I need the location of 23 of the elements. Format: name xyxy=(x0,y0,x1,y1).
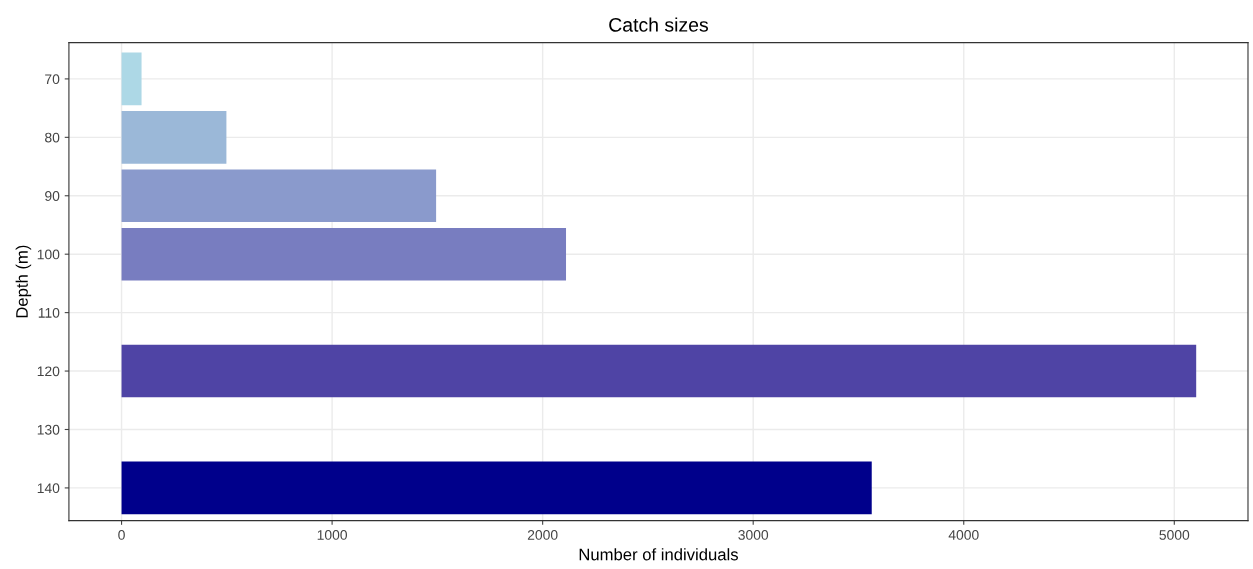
y-tick-label: 120 xyxy=(37,366,60,377)
x-tick-label: 4000 xyxy=(948,530,979,540)
bar xyxy=(121,52,142,106)
bar xyxy=(121,344,1197,398)
y-tick-label: 70 xyxy=(45,74,60,85)
x-tick-label: 0 xyxy=(118,530,125,540)
bar xyxy=(121,111,227,164)
y-tick-label: 90 xyxy=(45,191,60,201)
chart-title: Catch sizes xyxy=(609,17,708,32)
y-tick-label: 140 xyxy=(37,483,60,494)
bar xyxy=(121,461,872,515)
y-tick-label: 130 xyxy=(37,424,60,435)
bar xyxy=(121,227,567,281)
y-tick-label: 100 xyxy=(37,249,60,260)
x-tick-label: 3000 xyxy=(738,530,769,540)
y-tick-label: 80 xyxy=(45,132,60,143)
bar xyxy=(121,169,437,223)
y-tick-label: 110 xyxy=(38,307,60,318)
y-axis-title: Depth (m) xyxy=(15,245,32,318)
x-tick-label: 1000 xyxy=(317,530,348,540)
x-axis-title: Number of individuals xyxy=(579,548,738,561)
x-tick-label: 2000 xyxy=(527,530,558,540)
x-tick-label: 5000 xyxy=(1159,530,1190,540)
